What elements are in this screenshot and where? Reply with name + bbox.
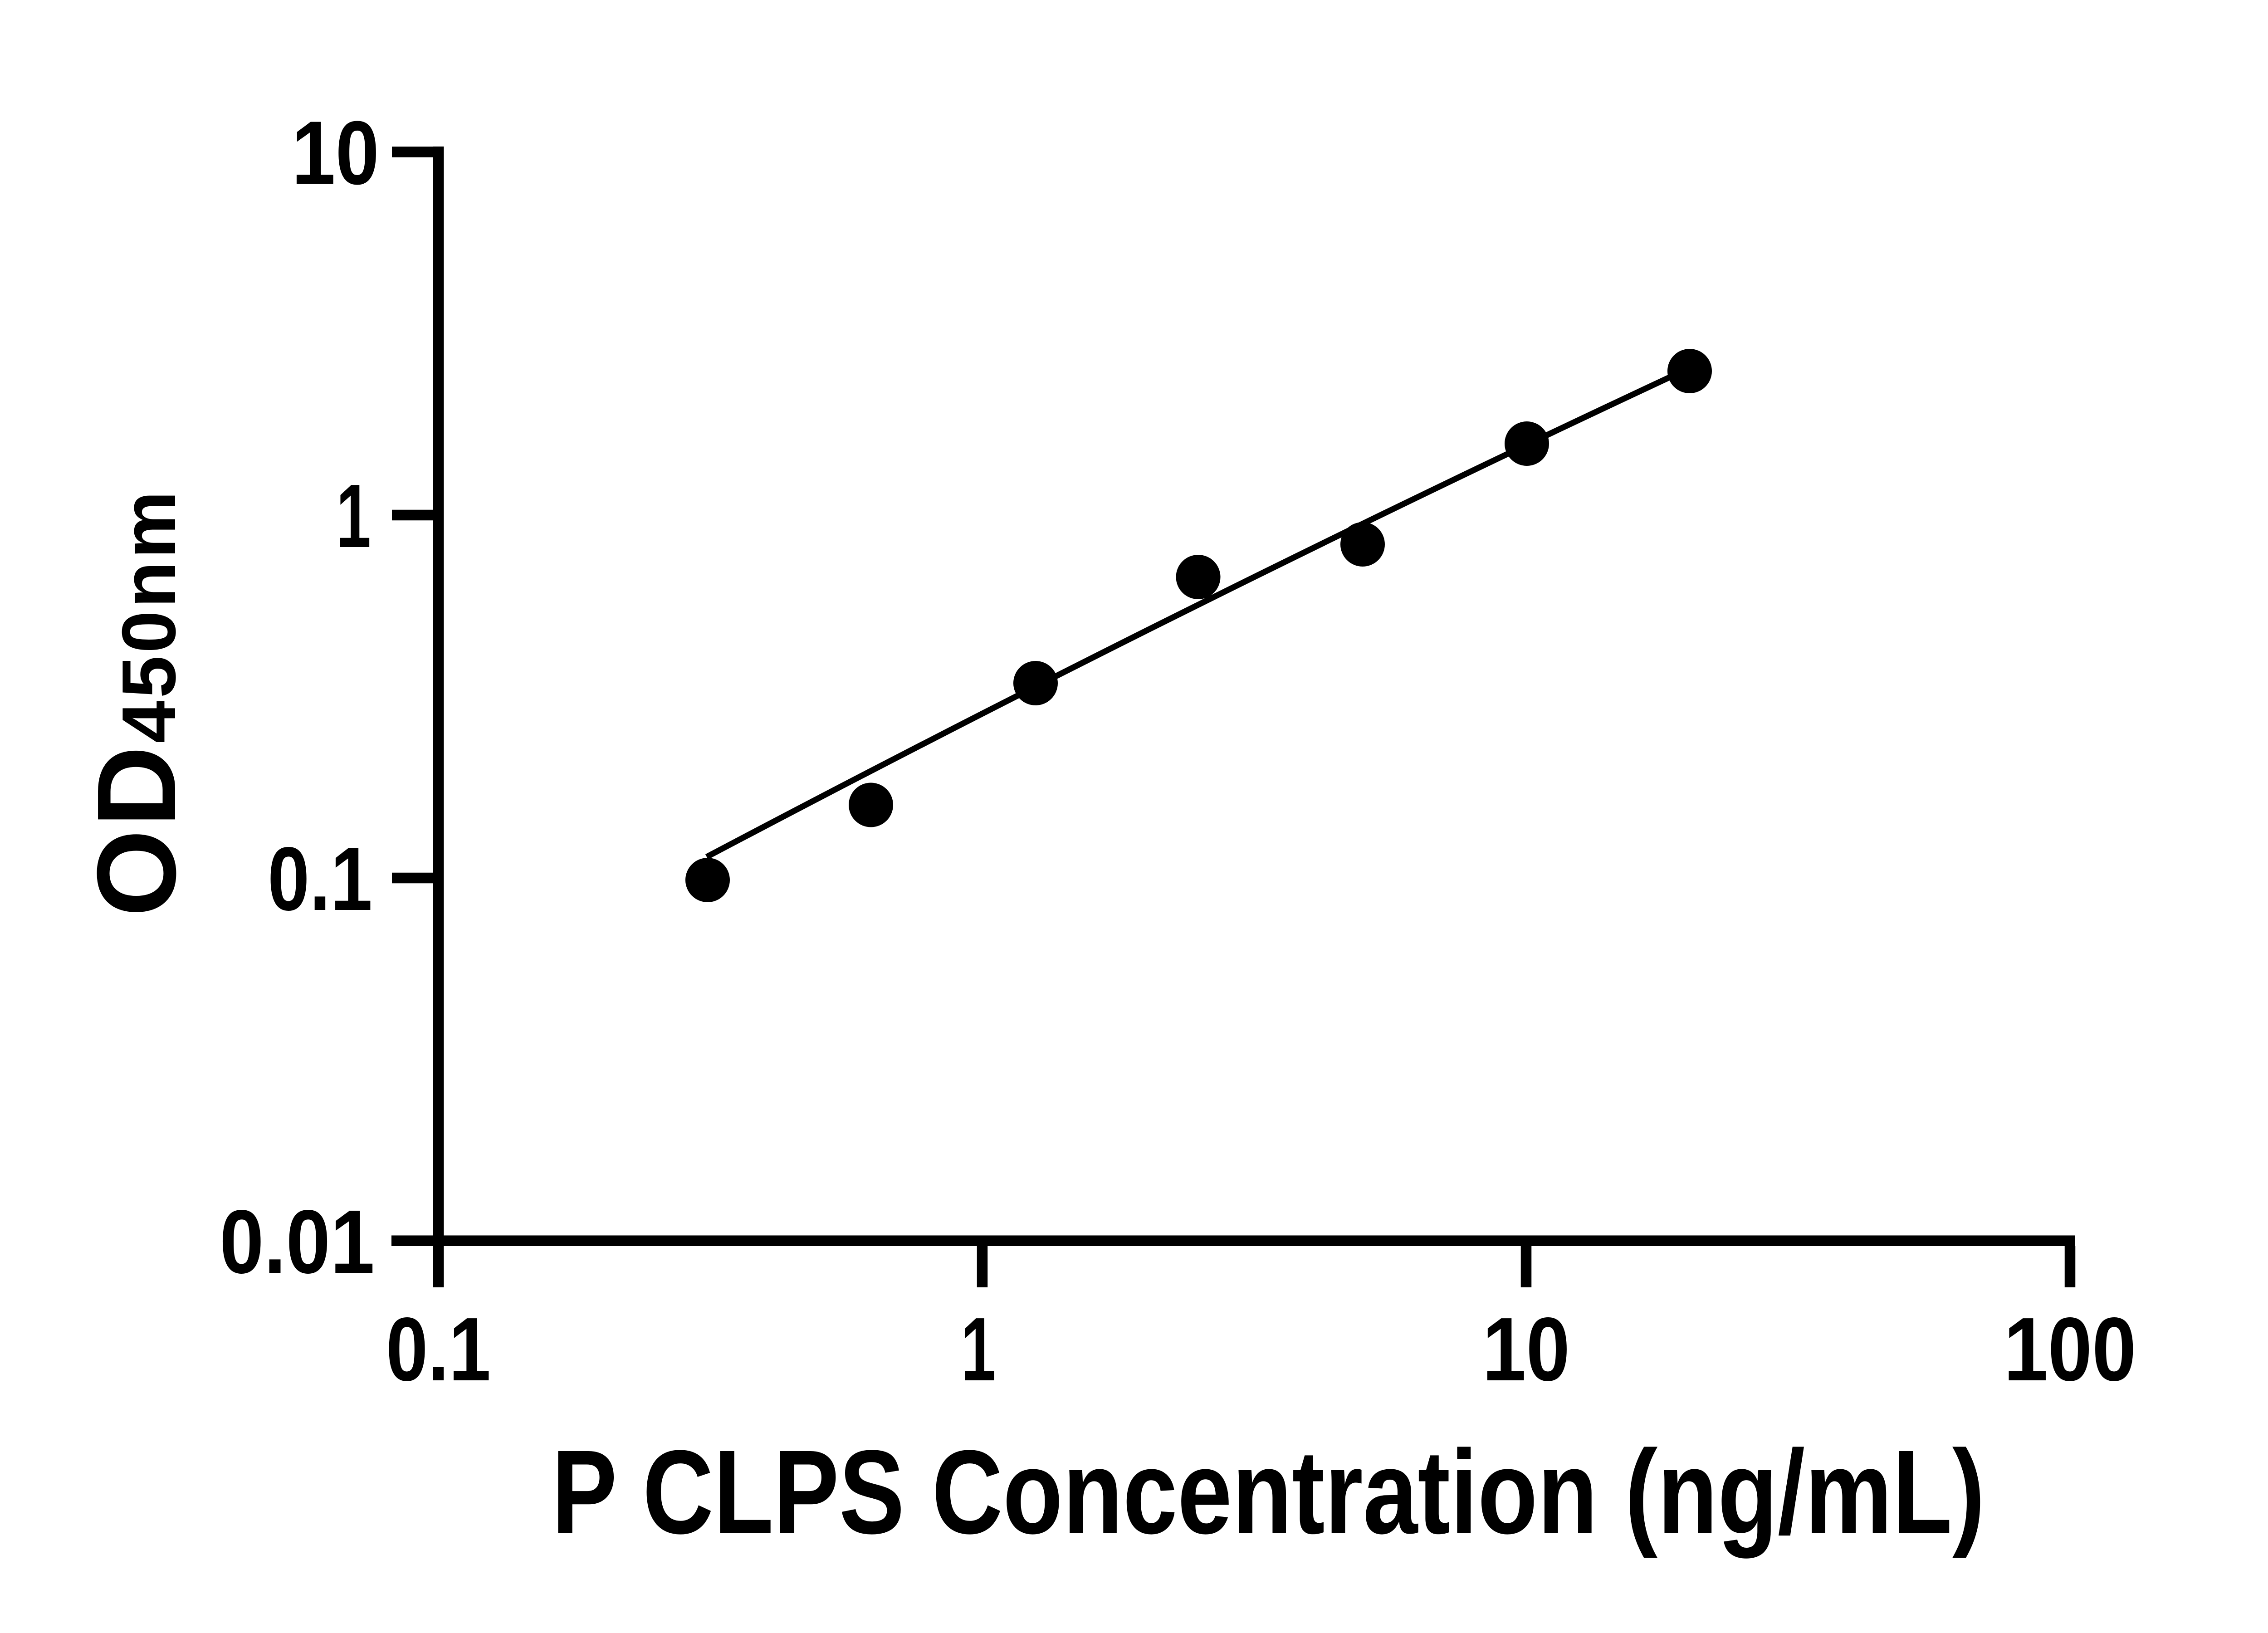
svg-text:100: 100 — [2004, 1299, 2136, 1400]
svg-text:OD450nm: OD450nm — [74, 488, 199, 917]
svg-text:0.01: 0.01 — [220, 1192, 375, 1292]
svg-text:1: 1 — [961, 1299, 996, 1400]
svg-text:0.1: 0.1 — [268, 829, 372, 929]
svg-text:1: 1 — [336, 466, 371, 567]
svg-text:0.1: 0.1 — [386, 1299, 491, 1400]
svg-text:P CLPS Concentration (ng/mL): P CLPS Concentration (ng/mL) — [552, 1425, 1985, 1560]
svg-text:10: 10 — [292, 103, 379, 204]
svg-text:10: 10 — [1482, 1299, 1570, 1400]
